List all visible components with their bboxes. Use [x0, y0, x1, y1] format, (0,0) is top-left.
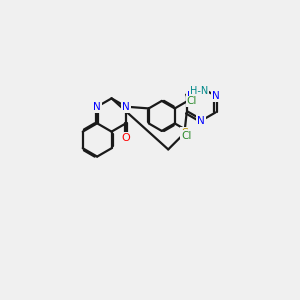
Text: O: O: [122, 133, 130, 142]
Text: N: N: [212, 91, 219, 101]
Text: S: S: [181, 128, 188, 138]
Text: N: N: [197, 116, 205, 126]
Text: N: N: [122, 102, 130, 112]
Text: Cl: Cl: [187, 97, 197, 106]
Text: N: N: [93, 102, 101, 112]
Text: H-N: H-N: [190, 86, 208, 96]
Text: Cl: Cl: [182, 131, 192, 141]
Text: N: N: [187, 91, 195, 100]
